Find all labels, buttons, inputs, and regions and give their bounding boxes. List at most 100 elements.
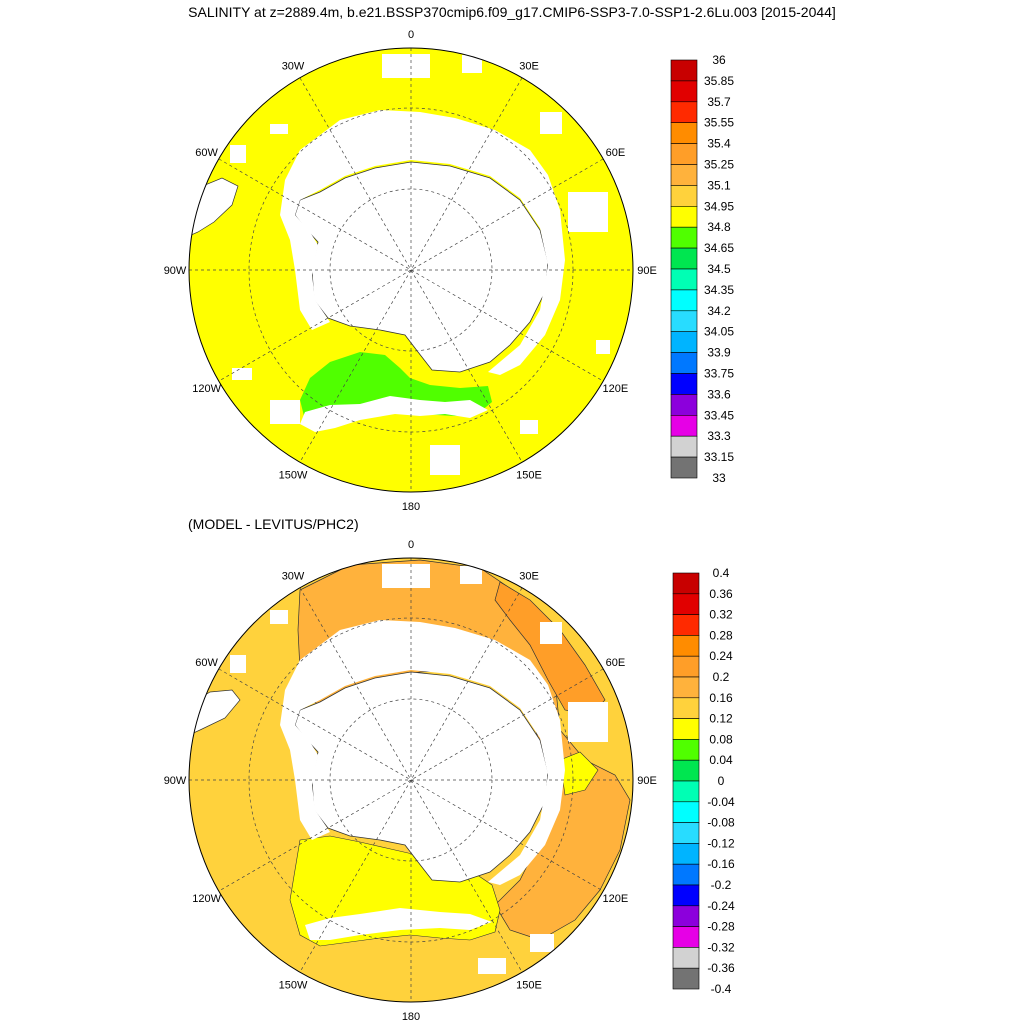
colorbar-label: -0.12 [707, 836, 735, 850]
longitude-label: 30W [282, 571, 305, 583]
longitude-label: 120W [192, 383, 221, 395]
colorbar-label: 0.36 [709, 587, 733, 601]
colorbar-label: 33.3 [707, 429, 731, 443]
colorbar-swatch [672, 718, 700, 740]
salinity-colorbar: 36 35.85 35.7 35.55 35.4 35.25 35.1 34.95 34.8 34… [670, 53, 734, 485]
colorbar-label: 0.28 [709, 628, 733, 642]
colorbar-swatch [670, 206, 698, 228]
longitude-label: 180 [402, 501, 420, 513]
figure-title: SALINITY at z=2889.4m, b.e21.BSSP370cmip… [188, 4, 836, 20]
longitude-label: 60E [606, 657, 626, 669]
longitude-label: 120W [192, 893, 221, 905]
colorbar-label: -0.36 [707, 961, 735, 975]
colorbar-swatch [672, 614, 700, 636]
colorbar-label: -0.4 [711, 982, 732, 996]
longitude-label: 150E [516, 979, 542, 991]
colorbar-label: 35.7 [707, 95, 731, 109]
salinity-longitude-labels: 0 30E 60E 90E 120E 150E 180 150W 120W 90W 60W 30W [164, 29, 657, 513]
longitude-label: 30E [519, 571, 539, 583]
colorbar-label: 34.35 [704, 283, 734, 297]
colorbar-swatch [672, 843, 700, 865]
colorbar-swatch [670, 331, 698, 353]
salinity-graticule [189, 48, 633, 492]
difference-colorbar: 0.4 0.36 0.32 0.28 0.24 0.2 0.16 0.12 0.08 0.04 0 -… [672, 566, 735, 996]
colorbar-swatch [670, 435, 698, 458]
difference-panel-title: (MODEL - LEVITUS/PHC2) [188, 516, 359, 532]
colorbar-swatch [670, 122, 698, 144]
salinity-mask-patches [230, 54, 610, 475]
colorbar-swatch [672, 926, 700, 948]
longitude-label: 120E [603, 383, 629, 395]
colorbar-swatch [670, 394, 698, 416]
colorbar-swatch [672, 697, 700, 719]
longitude-label: 0 [408, 539, 414, 551]
longitude-label: 30W [282, 61, 305, 73]
colorbar-swatch [670, 101, 698, 124]
colorbar-swatch [670, 164, 698, 186]
colorbar-swatch [672, 759, 700, 782]
difference-graticule [189, 558, 633, 1002]
colorbar-swatch [670, 247, 698, 270]
longitude-label: 150W [279, 469, 308, 481]
longitude-label: 60W [195, 657, 218, 669]
longitude-label: 150W [279, 979, 308, 991]
colorbar-label: 35.4 [707, 137, 731, 151]
colorbar-swatch [672, 967, 700, 990]
colorbar-label: 35.85 [704, 74, 734, 88]
colorbar-label: 0.4 [713, 566, 730, 580]
colorbar-label: -0.16 [707, 857, 735, 871]
colorbar-label: 35.1 [707, 178, 731, 192]
longitude-label: 0 [408, 29, 414, 41]
longitude-label: 120E [603, 893, 629, 905]
longitude-label: 60W [195, 147, 218, 159]
colorbar-label: 36 [712, 53, 726, 67]
colorbar-swatch [672, 801, 700, 823]
difference-longitude-labels: 0 30E 60E 90E 120E 150E 180 150W 120W 90W 60W 30W [164, 539, 657, 1023]
difference-map-border [188, 557, 634, 1003]
colorbar-swatch [672, 572, 700, 595]
colorbar-label: 35.25 [704, 158, 734, 172]
colorbar-label: -0.04 [707, 795, 735, 809]
colorbar-swatch [672, 593, 700, 615]
colorbar-swatch [670, 456, 698, 479]
colorbar-swatch [672, 884, 700, 907]
longitude-label: 90W [164, 775, 187, 787]
colorbar-label: -0.24 [707, 899, 735, 913]
colorbar-swatch [670, 352, 698, 374]
colorbar-label: -0.28 [707, 920, 735, 934]
colorbar-swatch [670, 59, 698, 82]
colorbar-swatch [672, 905, 700, 927]
coastal-mask [280, 110, 565, 375]
colorbar-label: 0 [718, 774, 725, 788]
colorbar-label: 0.04 [709, 753, 733, 767]
colorbar-label: 0.16 [709, 691, 733, 705]
difference-mask-patches [230, 564, 608, 974]
colorbar-label: 33.6 [707, 387, 731, 401]
colorbar-label: 33 [712, 471, 726, 485]
salinity-map: 0 30E 60E 90E 120E 150E 180 150W 120W 90W 60W 30W [164, 29, 657, 513]
longitude-label: 150E [516, 469, 542, 481]
colorbar-label: 34.2 [707, 304, 731, 318]
colorbar-label: 34.5 [707, 262, 731, 276]
colorbar-swatch [672, 822, 700, 844]
difference-coastal-mask [280, 620, 565, 885]
longitude-label: 90W [164, 265, 187, 277]
longitude-label: 30E [519, 61, 539, 73]
colorbar-label: 34.65 [704, 241, 734, 255]
colorbar-label: -0.32 [707, 940, 735, 954]
colorbar-swatch [672, 947, 700, 969]
colorbar-swatch [670, 143, 698, 165]
colorbar-label: 33.15 [704, 450, 734, 464]
colorbar-swatch [670, 373, 698, 395]
colorbar-label: 33.75 [704, 367, 734, 381]
colorbar-label: 0.2 [713, 670, 730, 684]
colorbar-label: 35.55 [704, 116, 734, 130]
colorbar-label: -0.08 [707, 816, 735, 830]
colorbar-swatch [670, 289, 698, 312]
colorbar-label: 0.08 [709, 732, 733, 746]
colorbar-swatch [672, 635, 700, 657]
longitude-label: 90E [637, 775, 657, 787]
colorbar-label: 0.12 [709, 712, 733, 726]
colorbar-swatch [672, 655, 700, 678]
